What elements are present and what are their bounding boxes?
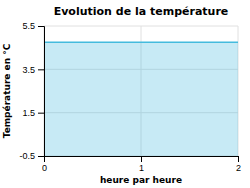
tick-label: 2: [236, 163, 241, 173]
tick: 1: [139, 156, 144, 173]
tick: 5.5: [22, 21, 44, 31]
tick-label: 3.5: [22, 65, 35, 75]
axis-line: [38, 27, 45, 157]
marks: [44, 42, 238, 156]
tick-label: 1.5: [22, 108, 35, 118]
tick-mark: [38, 156, 44, 157]
axis-line: [45, 157, 239, 163]
title: Evolution de la température: [54, 5, 229, 18]
line: [44, 42, 238, 44]
tick: 1.5: [22, 108, 44, 118]
y-axis-title: Température en °C: [2, 43, 12, 138]
area: [44, 42, 238, 156]
y-axis: -0.5 1.5 3.5 5.5: [19, 21, 44, 161]
tick-mark: [38, 113, 44, 114]
chart: 0 1 2 -0.5 1.5 3.5 5.5 Evolution de la températ…: [0, 0, 250, 188]
grid: [44, 26, 238, 156]
x-axis: 0 1 2: [42, 156, 241, 173]
plot: 0 1 2 -0.5 1.5 3.5 5.5: [19, 21, 241, 173]
x-axis-title: heure par heure: [100, 175, 182, 185]
tick-mark: [141, 156, 142, 162]
tick: 2: [236, 156, 241, 173]
tick: 0: [42, 156, 47, 173]
tick-mark: [238, 156, 239, 162]
tick: 3.5: [22, 65, 44, 75]
tick-label: 1: [139, 163, 144, 173]
tick-label: 5.5: [22, 21, 35, 31]
tick-mark: [38, 69, 44, 70]
tick-mark: [38, 26, 44, 27]
tick-label: -0.5: [19, 151, 35, 161]
tick: -0.5: [19, 151, 44, 161]
tick-label: 0: [42, 163, 47, 173]
